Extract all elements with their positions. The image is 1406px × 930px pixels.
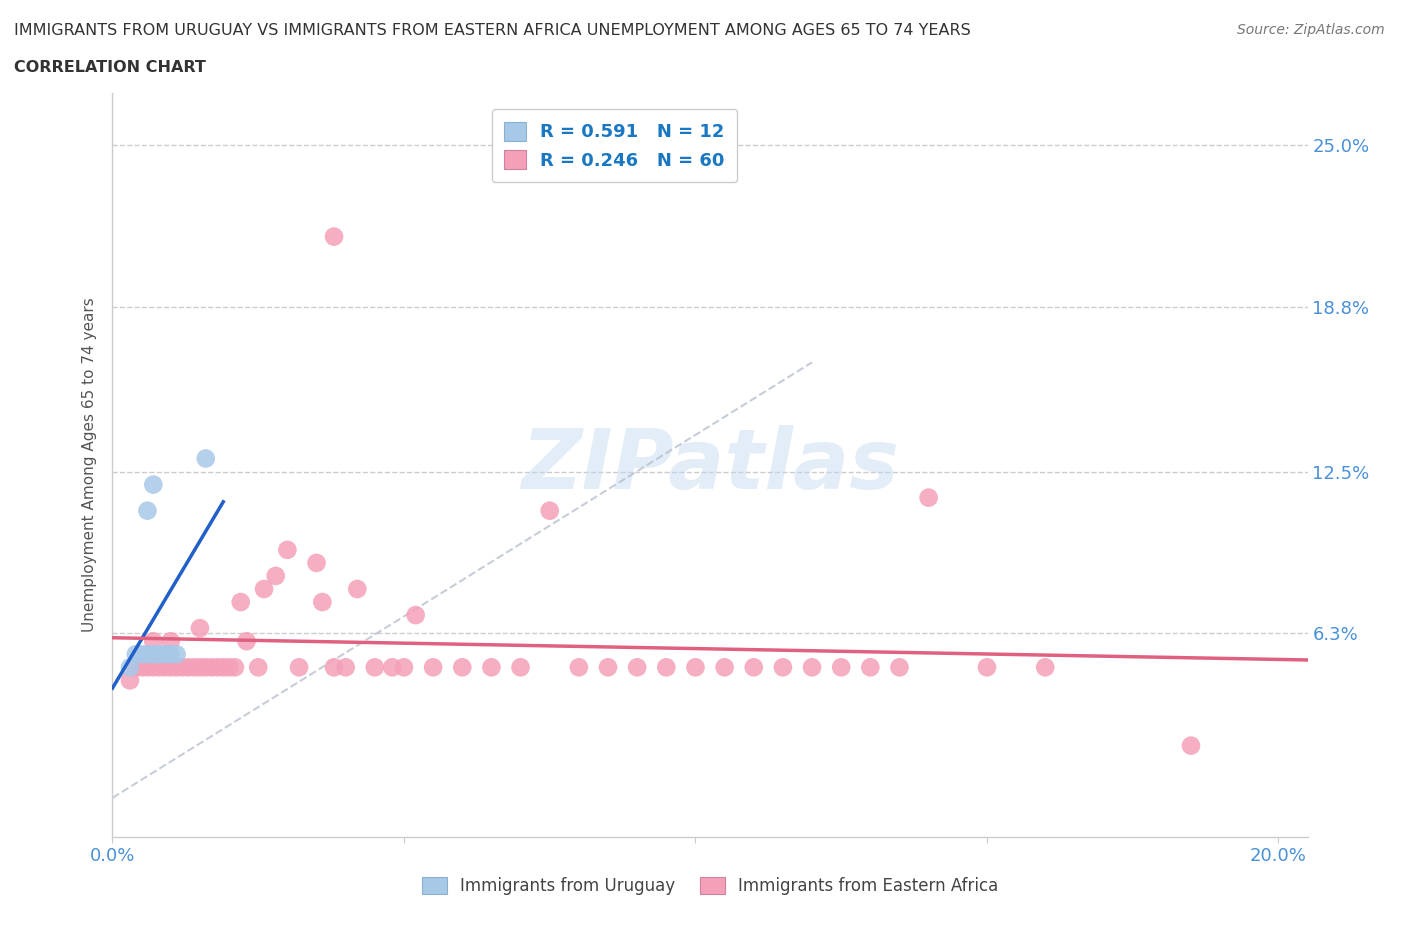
Text: CORRELATION CHART: CORRELATION CHART xyxy=(14,60,205,75)
Point xyxy=(153,660,176,675)
Point xyxy=(742,660,765,675)
Point xyxy=(889,660,911,675)
Text: Source: ZipAtlas.com: Source: ZipAtlas.com xyxy=(1237,23,1385,37)
Point xyxy=(153,647,176,662)
Point xyxy=(392,660,415,675)
Point xyxy=(159,633,181,648)
Point xyxy=(194,660,217,675)
Point xyxy=(323,660,346,675)
Point xyxy=(136,503,159,518)
Point xyxy=(142,660,165,675)
Point xyxy=(172,660,194,675)
Point xyxy=(509,660,531,675)
Point xyxy=(207,660,229,675)
Point xyxy=(200,660,222,675)
Point xyxy=(118,673,141,688)
Point xyxy=(917,490,939,505)
Point xyxy=(335,660,357,675)
Point xyxy=(148,647,170,662)
Point xyxy=(142,633,165,648)
Point xyxy=(131,647,153,662)
Point xyxy=(142,477,165,492)
Point xyxy=(125,660,148,675)
Point xyxy=(159,647,181,662)
Point xyxy=(305,555,328,570)
Point xyxy=(772,660,794,675)
Point xyxy=(311,594,333,609)
Point xyxy=(118,660,141,675)
Point xyxy=(422,660,444,675)
Point xyxy=(655,660,678,675)
Text: ZIPatlas: ZIPatlas xyxy=(522,424,898,506)
Text: IMMIGRANTS FROM URUGUAY VS IMMIGRANTS FROM EASTERN AFRICA UNEMPLOYMENT AMONG AGE: IMMIGRANTS FROM URUGUAY VS IMMIGRANTS FR… xyxy=(14,23,970,38)
Point xyxy=(188,660,211,675)
Point xyxy=(685,660,707,675)
Point xyxy=(235,633,257,648)
Point xyxy=(194,451,217,466)
Point xyxy=(626,660,648,675)
Point xyxy=(801,660,824,675)
Point xyxy=(177,660,200,675)
Point xyxy=(183,660,205,675)
Point xyxy=(136,660,159,675)
Y-axis label: Unemployment Among Ages 65 to 74 years: Unemployment Among Ages 65 to 74 years xyxy=(82,298,97,632)
Point xyxy=(148,660,170,675)
Point xyxy=(276,542,298,557)
Point xyxy=(224,660,246,675)
Point xyxy=(288,660,311,675)
Point xyxy=(1180,738,1202,753)
Point xyxy=(212,660,235,675)
Point xyxy=(166,660,188,675)
Point xyxy=(405,607,427,622)
Point xyxy=(481,660,503,675)
Point xyxy=(568,660,591,675)
Point xyxy=(253,581,276,596)
Point xyxy=(596,660,619,675)
Point xyxy=(229,594,252,609)
Point xyxy=(188,620,211,635)
Point xyxy=(136,647,159,662)
Point xyxy=(125,647,148,662)
Point xyxy=(713,660,735,675)
Point xyxy=(218,660,240,675)
Point xyxy=(1033,660,1056,675)
Point xyxy=(830,660,852,675)
Point xyxy=(159,660,181,675)
Point xyxy=(131,660,153,675)
Point xyxy=(859,660,882,675)
Point xyxy=(976,660,998,675)
Point xyxy=(346,581,368,596)
Point xyxy=(381,660,404,675)
Point xyxy=(264,568,287,583)
Point xyxy=(142,647,165,662)
Point xyxy=(538,503,561,518)
Legend: Immigrants from Uruguay, Immigrants from Eastern Africa: Immigrants from Uruguay, Immigrants from… xyxy=(413,869,1007,903)
Point xyxy=(364,660,387,675)
Point xyxy=(451,660,474,675)
Point xyxy=(166,647,188,662)
Point xyxy=(247,660,270,675)
Point xyxy=(323,229,346,244)
